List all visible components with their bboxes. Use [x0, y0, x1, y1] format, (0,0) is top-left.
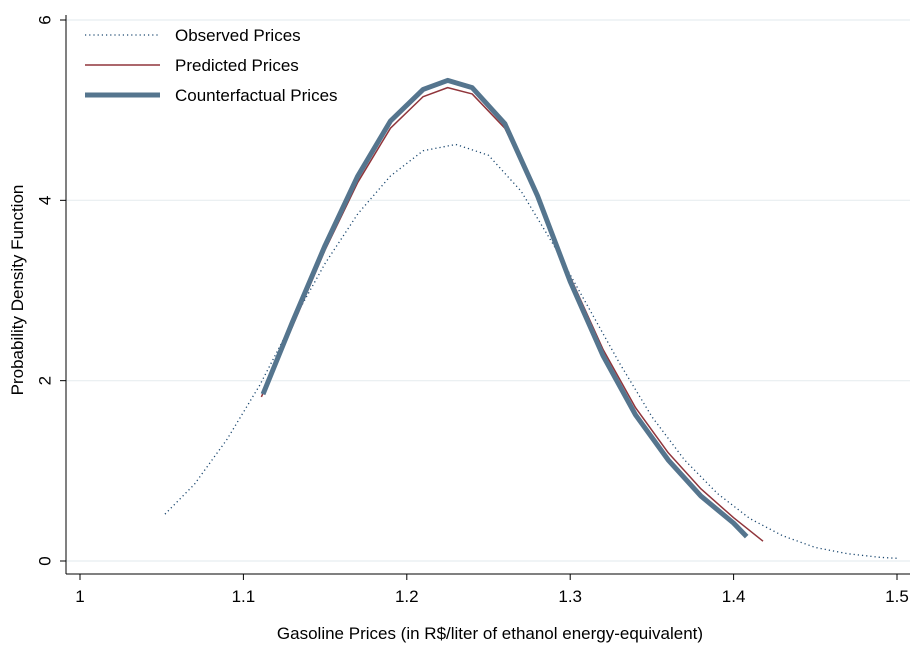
y-tick-label: 0: [35, 556, 54, 565]
series-line: [164, 143, 898, 559]
y-tick-label: 4: [35, 196, 54, 205]
x-axis-title: Gasoline Prices (in R$/liter of ethanol …: [277, 624, 703, 643]
x-tick-label: 1.5: [885, 587, 909, 606]
x-tick-label: 1.4: [722, 587, 746, 606]
x-tick-label: 1.1: [232, 587, 256, 606]
x-tick-label: 1: [75, 587, 84, 606]
x-tick-label: 1.3: [558, 587, 582, 606]
y-tick-label: 2: [35, 376, 54, 385]
legend-label: Observed Prices: [175, 26, 301, 45]
legend-label: Predicted Prices: [175, 56, 299, 75]
y-tick-label: 6: [35, 15, 54, 24]
series-line: [260, 77, 749, 539]
y-axis-title: Probability Density Function: [8, 185, 27, 396]
legend-label: Counterfactual Prices: [175, 86, 338, 105]
x-tick-label: 1.2: [395, 587, 419, 606]
series-line: [260, 86, 764, 542]
